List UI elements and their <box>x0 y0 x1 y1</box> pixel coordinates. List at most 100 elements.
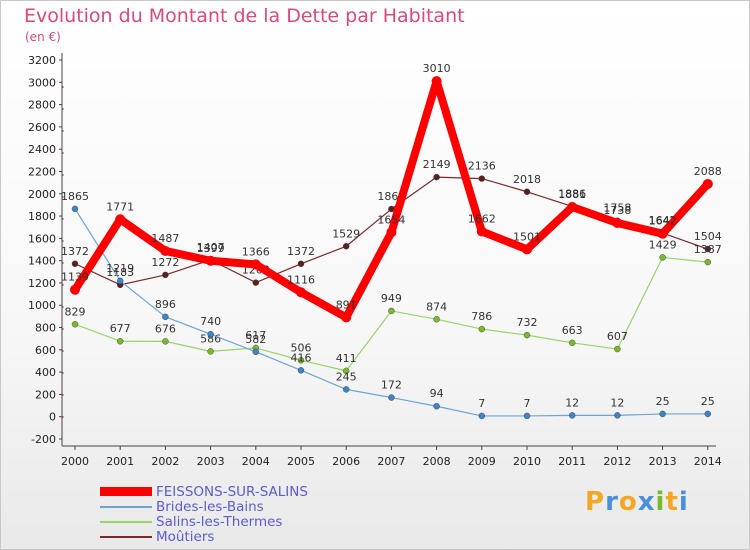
data-label: 25 <box>656 395 670 408</box>
data-point <box>657 228 668 239</box>
x-tick-label: 2001 <box>106 455 134 468</box>
chart-title: Evolution du Montant de la Dette par Hab… <box>24 5 465 27</box>
chart-subtitle: (en €) <box>25 30 61 44</box>
x-tick-label: 2002 <box>151 455 179 468</box>
legend-label: Moûtiers <box>156 528 215 545</box>
data-point <box>659 410 666 418</box>
data-point <box>162 271 169 279</box>
logo-letter: o <box>618 487 638 517</box>
data-point <box>252 279 260 286</box>
data-point <box>433 403 440 410</box>
logo-letter: P <box>585 487 606 517</box>
y-tick-label: 400 <box>35 366 56 379</box>
data-label: 1219 <box>106 262 134 275</box>
data-point <box>71 205 79 213</box>
series-line-salins-les-thermes <box>74 256 708 372</box>
data-label: 1272 <box>151 256 179 269</box>
data-label: 506 <box>291 341 312 354</box>
proxiti-logo: Proxiti <box>585 487 689 517</box>
data-point <box>250 259 261 270</box>
x-tick-label: 2000 <box>61 455 89 468</box>
data-label: 949 <box>381 292 402 305</box>
logo-letter: t <box>665 487 679 517</box>
y-tick-label: 1200 <box>28 277 56 290</box>
data-label: 1662 <box>468 212 496 225</box>
data-label: 1372 <box>287 245 315 258</box>
legend-swatch <box>100 520 152 523</box>
y-tick-label: -200 <box>31 433 56 446</box>
data-point <box>431 76 442 87</box>
data-point <box>297 357 305 364</box>
data-label: 1654 <box>377 213 405 226</box>
data-label: 7 <box>478 397 485 410</box>
data-point <box>433 173 440 181</box>
y-tick-label: 1000 <box>28 299 56 312</box>
data-point <box>71 321 79 328</box>
data-label: 1399 <box>197 242 225 255</box>
data-point <box>207 348 214 355</box>
data-point <box>205 255 216 266</box>
x-tick-label: 2009 <box>468 455 496 468</box>
data-label: 740 <box>200 315 221 328</box>
data-label: 829 <box>65 305 86 318</box>
legend-label: Brides-les-Bains <box>156 498 264 515</box>
data-point <box>388 205 395 213</box>
data-label: 1487 <box>151 232 179 245</box>
data-point <box>567 202 578 213</box>
y-tick-label: 1400 <box>28 255 56 268</box>
data-point <box>388 307 395 315</box>
data-label: 411 <box>336 352 357 365</box>
data-label: 607 <box>607 330 628 343</box>
data-label: 1738 <box>603 204 631 217</box>
data-label: 1642 <box>649 215 677 228</box>
x-tick-label: 2008 <box>423 455 451 468</box>
logo-letter: r <box>605 487 619 517</box>
data-label: 663 <box>562 324 583 337</box>
data-label: 7 <box>524 397 531 410</box>
x-tick-label: 2005 <box>287 455 315 468</box>
x-tick-label: 2011 <box>558 455 586 468</box>
data-label: 2018 <box>513 173 541 186</box>
data-label: 676 <box>155 322 176 335</box>
data-point <box>388 394 395 401</box>
data-point <box>659 254 666 261</box>
data-point <box>433 316 440 323</box>
data-label: 1116 <box>287 273 315 286</box>
data-point <box>704 245 711 253</box>
data-point <box>116 338 124 345</box>
data-label: 245 <box>336 370 357 383</box>
legend-label: FEISSONS-SUR-SALINS <box>156 483 308 500</box>
data-label: 12 <box>610 396 624 409</box>
y-tick-label: 2600 <box>28 121 56 134</box>
data-label: 1372 <box>61 245 89 258</box>
data-label: 25 <box>701 395 715 408</box>
data-label: 2088 <box>694 165 722 178</box>
y-tick-label: 2000 <box>28 188 56 201</box>
data-label: 172 <box>381 379 402 392</box>
data-point <box>478 325 485 333</box>
data-label: 896 <box>155 298 176 311</box>
legend-label: Salins-les-Thermes <box>156 513 283 530</box>
x-tick-label: 2004 <box>242 455 270 468</box>
data-point <box>116 277 124 285</box>
data-label: 3010 <box>423 62 451 75</box>
legend-swatch <box>100 505 152 508</box>
data-point <box>71 260 79 267</box>
data-label: 1501 <box>513 230 541 243</box>
y-tick-label: 1600 <box>28 232 56 245</box>
y-tick-label: 3000 <box>28 76 56 89</box>
data-point <box>386 227 397 238</box>
x-tick-label: 2012 <box>603 455 631 468</box>
legend-item: FEISSONS-SUR-SALINS <box>100 483 308 500</box>
data-point <box>297 260 305 267</box>
y-tick-label: 3200 <box>28 54 56 67</box>
logo-letter: x <box>637 487 656 517</box>
data-label: 1771 <box>106 200 134 213</box>
data-label: 1881 <box>558 188 586 201</box>
chart-legend: FEISSONS-SUR-SALINS Brides-les-Bains Salin… <box>100 483 308 545</box>
data-point <box>476 226 487 237</box>
data-point <box>569 412 576 419</box>
data-label: 874 <box>426 300 447 313</box>
